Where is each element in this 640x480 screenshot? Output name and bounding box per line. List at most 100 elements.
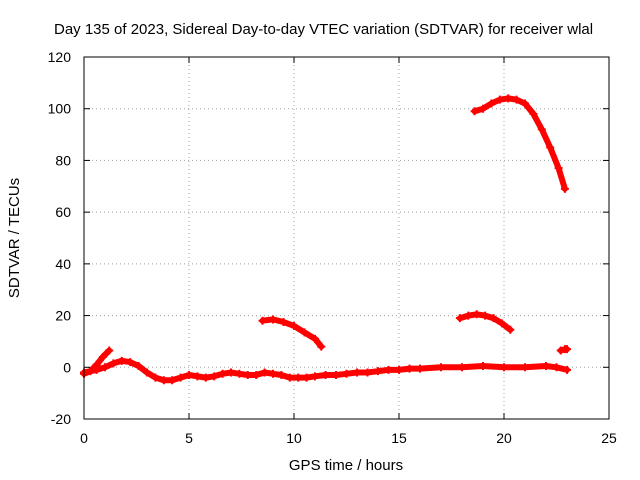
data-point: [279, 318, 288, 327]
data-point: [556, 346, 565, 355]
data-point: [363, 368, 372, 377]
data-point: [185, 371, 193, 380]
x-tick-label: 20: [496, 430, 512, 446]
data-point: [464, 311, 473, 320]
data-point: [260, 368, 269, 377]
data-point: [500, 363, 508, 372]
y-axis-title-group: SDTVAR / TECUs: [6, 178, 23, 298]
data-point: [521, 99, 529, 108]
x-tick-label: 15: [391, 430, 407, 446]
data-point: [374, 367, 382, 376]
data-point: [497, 319, 506, 328]
data-point: [151, 373, 160, 382]
data-point: [495, 95, 504, 104]
data-point: [563, 365, 571, 374]
data-point: [342, 369, 351, 378]
data-point: [504, 94, 513, 103]
data-point: [311, 334, 319, 343]
data-point: [86, 367, 95, 376]
series-segment-5: [471, 95, 568, 192]
series-layer: [80, 94, 571, 385]
y-tick-label: -20: [51, 411, 71, 427]
data-point: [489, 314, 498, 323]
x-tick-label: 0: [80, 430, 88, 446]
data-point: [321, 371, 330, 380]
data-point: [302, 373, 311, 382]
y-axis-title: SDTVAR / TECUs: [6, 178, 23, 298]
x-tick-label: 10: [286, 430, 302, 446]
data-point: [101, 363, 109, 372]
data-point: [405, 364, 414, 373]
data-point: [227, 368, 235, 377]
data-point: [479, 104, 487, 113]
data-point: [109, 359, 118, 368]
y-tick-label: 80: [55, 152, 71, 168]
grid: [84, 57, 609, 419]
data-point: [506, 325, 515, 334]
data-point: [201, 373, 210, 382]
data-point: [176, 373, 185, 382]
y-tick-label: 0: [63, 359, 71, 375]
data-point: [521, 363, 529, 372]
data-point: [542, 361, 550, 370]
data-point: [218, 369, 227, 378]
data-point: [563, 345, 571, 354]
y-tick-label: 100: [48, 101, 72, 117]
data-point: [258, 316, 267, 325]
data-point: [98, 352, 107, 361]
data-point: [193, 372, 202, 381]
data-point: [317, 342, 326, 351]
data-point: [290, 321, 298, 330]
data-point: [546, 143, 555, 152]
data-point: [143, 368, 151, 377]
data-point: [300, 328, 309, 337]
data-point: [479, 361, 487, 370]
data-point: [311, 372, 319, 381]
series-segment-3: [259, 316, 325, 350]
data-point: [117, 356, 126, 365]
data-point: [134, 361, 143, 370]
data-point: [252, 371, 261, 380]
data-point: [487, 99, 496, 108]
data-point: [294, 373, 303, 382]
data-point: [512, 95, 521, 104]
data-point: [353, 368, 361, 377]
data-point: [126, 358, 135, 367]
chart-title: Day 135 of 2023, Sidereal Day-to-day VTE…: [54, 21, 593, 38]
y-tick-label: 60: [55, 204, 71, 220]
data-point: [472, 310, 481, 319]
data-point: [285, 373, 294, 382]
data-point: [105, 346, 114, 355]
plot-frame: [83, 56, 610, 420]
data-point: [470, 107, 479, 116]
data-point: [210, 372, 219, 381]
x-axis-title: GPS time / hours: [289, 457, 403, 474]
data-point: [481, 311, 490, 320]
y-tick-label: 120: [48, 49, 72, 65]
data-point: [168, 376, 177, 385]
data-point: [458, 363, 466, 372]
y-tick-label: 40: [55, 256, 71, 272]
ticks: 0 5 10 15 20 25 -20 0 20 40 60 80 100 120: [48, 49, 617, 446]
data-point: [416, 364, 424, 373]
data-point: [332, 371, 340, 380]
x-tick-label: 25: [601, 430, 617, 446]
data-point: [235, 369, 244, 378]
data-point: [243, 371, 252, 380]
y-tick-label: 20: [55, 308, 71, 324]
data-point: [277, 371, 286, 380]
data-point: [269, 369, 277, 378]
x-tick-label: 5: [185, 430, 193, 446]
data-point: [560, 184, 569, 193]
data-point: [537, 125, 546, 134]
data-point: [437, 363, 445, 372]
data-point: [159, 376, 168, 385]
data-point: [554, 164, 563, 173]
data-point: [552, 363, 561, 372]
data-point: [92, 360, 101, 369]
data-point: [384, 365, 393, 374]
data-point: [269, 315, 277, 324]
data-point: [395, 365, 403, 374]
data-point: [529, 109, 538, 118]
